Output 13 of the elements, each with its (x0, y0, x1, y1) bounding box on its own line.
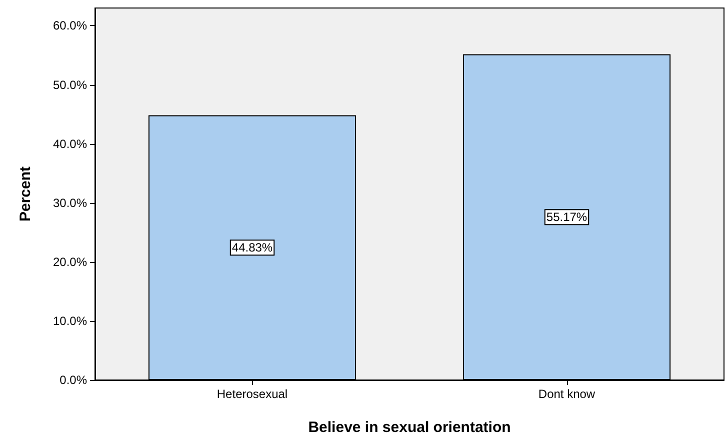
y-tick-label: 20.0% (52, 254, 88, 269)
y-tick-label: 60.0% (52, 18, 88, 33)
y-tick-label: 10.0% (52, 314, 88, 328)
y-axis-title: Percent (17, 166, 34, 222)
data-label: 44.83% (232, 240, 273, 255)
y-tick-label: 0.0% (60, 373, 88, 387)
data-label: 55.17% (546, 210, 588, 224)
x-tick-label: Dont know (538, 387, 596, 401)
x-axis-title: Believe in sexual orientation (308, 419, 511, 436)
x-tick-label: Heterosexual (216, 387, 288, 401)
y-tick-label: 50.0% (52, 78, 88, 92)
y-tick-label: 40.0% (52, 136, 88, 151)
y-tick-label: 30.0% (52, 196, 88, 210)
